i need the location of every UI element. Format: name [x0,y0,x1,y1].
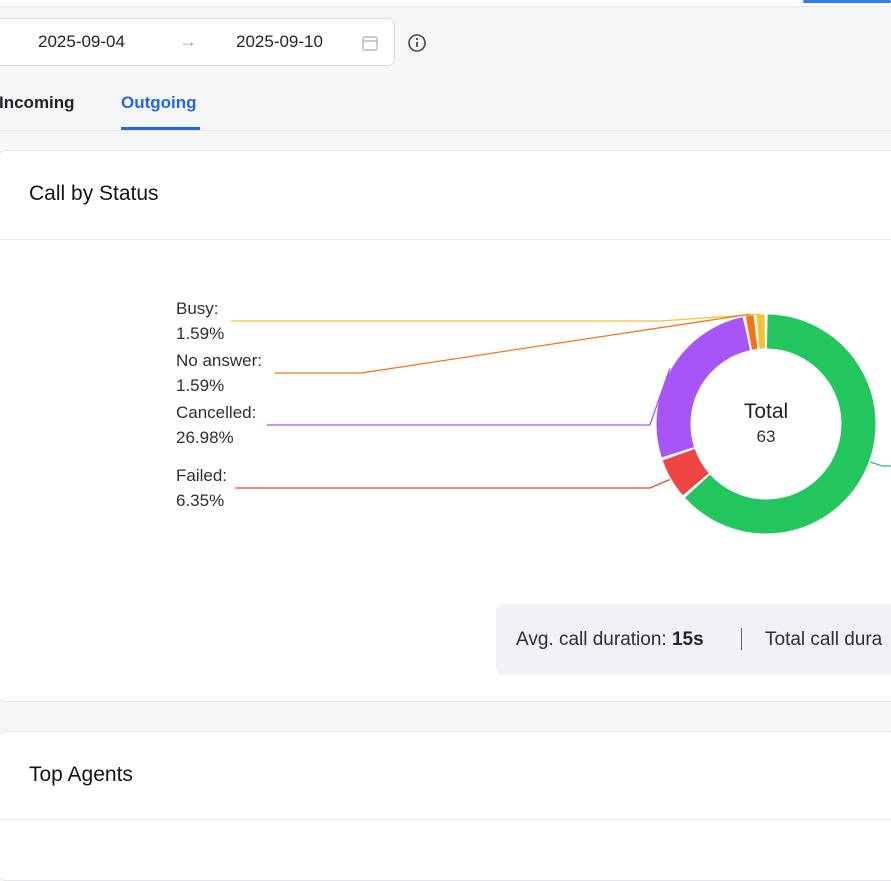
call-summary-bar: Avg. call duration: 15s Total call dura [496,604,891,675]
tab-outgoing[interactable]: Outgoing [121,93,197,112]
direction-tabs: Incoming Outgoing [0,76,891,131]
legend-leader-line [870,461,891,467]
legend-label: Failed: [176,466,227,485]
calendar-icon[interactable] [361,34,379,52]
legend-leader-line [275,313,750,374]
card-title: Call by Status [29,182,159,205]
donut-slice-no-answer[interactable] [745,315,758,350]
top-toolbar [0,0,891,7]
date-range-picker[interactable]: 2025-09-04 → 2025-09-10 [0,18,395,66]
tab-incoming[interactable]: Incoming [0,93,75,112]
legend-percent: 1.59% [176,376,224,395]
status-donut-chart: Busy: 1.59% No answer: 1.59% Cancelled: 26.98… [176,299,891,534]
date-start-input[interactable]: 2025-09-04 [38,32,125,51]
donut-center-value: 63 [757,427,776,446]
donut-slice-busy[interactable] [756,314,766,349]
date-end-input[interactable]: 2025-09-10 [236,32,323,51]
avg-call-duration-value: 15s [671,629,704,650]
active-tab-indicator [121,127,200,130]
legend-percent: 1.59% [176,324,224,343]
legend-leader-line [231,313,761,322]
arrow-right-icon: → [179,31,197,51]
donut-center-title: Total [744,400,788,423]
legend-label: Cancelled: [176,403,256,422]
donut-slice-cancelled[interactable] [656,317,750,458]
top-action-button[interactable] [803,0,891,3]
legend-leader-line [267,368,671,426]
divider [0,819,891,820]
legend-leader-line [235,478,671,489]
legend-percent: 26.98% [176,428,234,447]
legend-percent: 6.35% [176,491,224,510]
top-agents-card: Top Agents [0,731,891,881]
avg-call-duration-label: Avg. call duration: [516,629,667,650]
info-icon[interactable] [406,32,428,54]
donut-slice-unlabeled[interactable] [685,314,876,534]
call-by-status-card: Call by Status Busy: 1.59% No answer: 1.59%… [0,150,891,702]
card-title: Top Agents [29,763,133,786]
total-call-duration-label: Total call dura [765,629,883,650]
donut-slice-failed[interactable] [662,449,709,496]
summary-separator [741,628,742,650]
avg-call-duration: Avg. call duration: 15s [516,629,704,651]
legend-label: No answer: [176,351,262,370]
legend-label: Busy: [176,299,219,318]
divider [0,239,891,240]
